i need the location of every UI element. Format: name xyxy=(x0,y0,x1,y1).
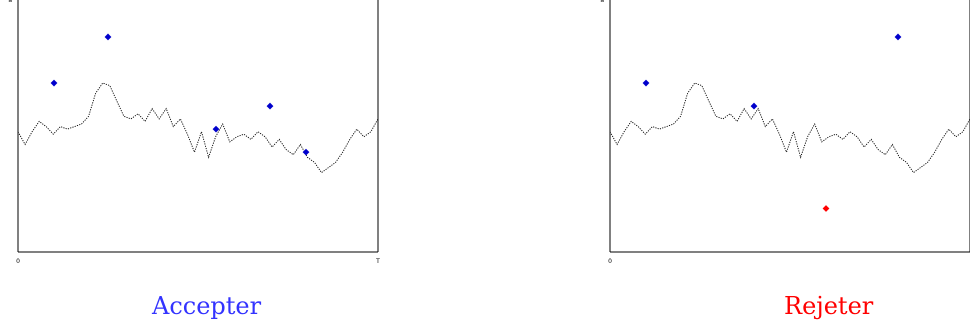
barrier-point xyxy=(750,102,758,110)
barrier-point xyxy=(642,79,650,87)
y-tick-label: a xyxy=(8,0,12,4)
x-tick-label-end: T xyxy=(375,258,380,265)
caption-reject: Rejeter xyxy=(784,292,874,320)
y-tick-label: a xyxy=(600,0,604,4)
chart-panel-accept: 0 Ta xyxy=(8,0,380,265)
random-path-line xyxy=(609,82,970,174)
barrier-point xyxy=(50,79,58,87)
barrier-point xyxy=(894,33,902,41)
barrier-point xyxy=(212,125,220,133)
barrier-point xyxy=(266,102,274,110)
caption-accept: Accepter xyxy=(152,292,262,320)
violating-point xyxy=(822,205,830,212)
x-tick-label-start: 0 xyxy=(608,258,612,265)
chart-panel-reject: 0a xyxy=(600,0,970,265)
barrier-point xyxy=(302,148,310,156)
random-path-line xyxy=(17,82,379,174)
x-tick-label-start: 0 xyxy=(16,258,20,265)
barrier-point xyxy=(104,33,112,41)
